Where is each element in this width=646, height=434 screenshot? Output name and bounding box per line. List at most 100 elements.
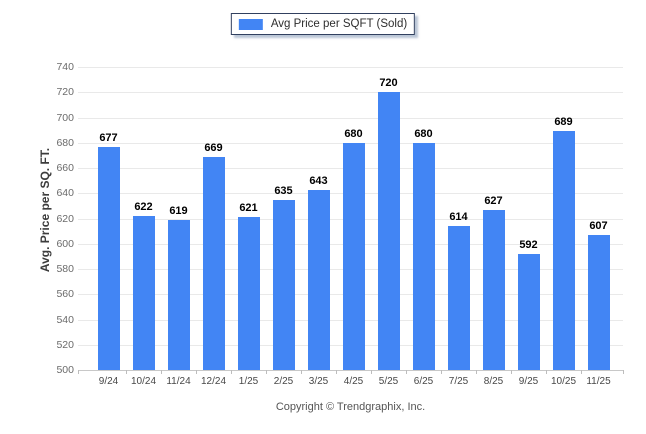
- x-axis-label: 9/24: [98, 376, 119, 387]
- bar: [517, 253, 540, 370]
- bar: [202, 156, 225, 370]
- x-axis-label: 6/25: [413, 376, 434, 387]
- bar-slot: 622: [126, 67, 161, 370]
- bar-slot: 592: [511, 67, 546, 370]
- x-axis-tick: [300, 370, 302, 374]
- bar: [482, 209, 505, 370]
- x-axis-label: 11/24: [166, 376, 191, 387]
- bar-value-label: 680: [344, 127, 363, 140]
- bar-value-label: 607: [589, 219, 608, 232]
- copyright-text: Copyright © Trendgraphix, Inc.: [275, 401, 426, 413]
- y-axis-tick-label: 640: [56, 187, 74, 199]
- bar-value-label: 622: [134, 201, 153, 213]
- bar-slot: 621: [231, 67, 266, 370]
- bar: [412, 142, 435, 370]
- x-axis-tick: [475, 370, 477, 374]
- y-axis-tick-label: 740: [56, 61, 74, 73]
- bar-slot: 635: [266, 67, 301, 370]
- plot-area: 677 622 619 669 621 635 643 680 720 680 614 627 592 6…: [78, 67, 624, 374]
- x-axis-tick: [160, 370, 162, 374]
- bar: [132, 216, 155, 370]
- x-axis-tick: [405, 370, 407, 374]
- x-axis-labels: 9/24 10/24 11/24 12/24 1/25 2/25 3/25 4/25 5/25 6…: [91, 376, 616, 387]
- bar: [342, 142, 365, 370]
- x-axis-label: 9/25: [518, 376, 539, 387]
- x-axis-tick: [125, 370, 127, 374]
- y-axis-tick-label: 580: [56, 263, 74, 275]
- x-axis-tick: [545, 370, 547, 374]
- x-axis-tick: [440, 370, 442, 374]
- bar-value-label: 677: [99, 131, 118, 144]
- x-axis-label: 8/25: [483, 376, 504, 387]
- y-axis-tick-label: 520: [56, 339, 74, 351]
- bar: [307, 189, 330, 370]
- bar: [447, 226, 470, 370]
- legend: Avg Price per SQFT (Sold): [230, 13, 416, 35]
- x-axis-label: 11/25: [586, 376, 611, 387]
- legend-label: Avg Price per SQFT (Sold): [270, 18, 408, 30]
- x-axis-label: 12/24: [200, 376, 227, 387]
- bar-value-label: 720: [379, 77, 398, 90]
- x-axis-tick: [195, 370, 197, 374]
- y-axis-tick-label: 700: [56, 112, 74, 124]
- bar: [97, 146, 120, 370]
- gridline: [78, 92, 623, 93]
- bar-slot: 720: [371, 67, 406, 370]
- bar-slot: 607: [581, 67, 616, 370]
- x-axis-line: [78, 370, 623, 371]
- bar-value-label: 627: [484, 194, 503, 207]
- y-axis-tick-label: 560: [56, 288, 74, 300]
- bar-value-label: 635: [274, 184, 293, 197]
- legend-swatch: [238, 18, 263, 30]
- x-axis-tick: [510, 370, 512, 374]
- bar-value-label: 643: [309, 174, 328, 187]
- x-axis-label: 3/25: [308, 376, 329, 387]
- bar: [167, 219, 190, 370]
- x-axis-tick: [265, 370, 267, 374]
- bars-container: 677 622 619 669 621 635 643 680 720 680 614 627 592 6…: [91, 67, 616, 370]
- x-axis-label: 2/25: [273, 376, 294, 387]
- bar-slot: 677: [91, 67, 126, 370]
- bar-slot: 627: [476, 67, 511, 370]
- x-axis-label: 7/25: [448, 376, 469, 387]
- x-axis-label: 5/25: [378, 376, 399, 387]
- y-axis-tick-label: 720: [56, 86, 74, 98]
- bar-slot: 619: [161, 67, 196, 370]
- bar-value-label: 680: [414, 127, 433, 140]
- bar-value-label: 621: [239, 202, 258, 215]
- bar-value-label: 592: [519, 238, 538, 251]
- gridline: [78, 118, 623, 119]
- bar-slot: 643: [301, 67, 336, 370]
- bar-slot: 680: [406, 67, 441, 370]
- x-axis-label: 1/25: [238, 376, 259, 387]
- x-axis-tick: [580, 370, 582, 374]
- bar: [377, 92, 400, 370]
- y-axis-tick-labels: 500 520 540 560 580 600 620 640 660 680 700 720 740: [28, 61, 74, 376]
- gridline: [78, 67, 623, 68]
- x-axis-tick: [623, 370, 624, 374]
- bar-slot: 680: [336, 67, 371, 370]
- bar: [552, 131, 575, 370]
- y-axis-tick-label: 540: [56, 314, 74, 326]
- y-axis-tick-label: 660: [56, 162, 74, 174]
- bar-value-label: 614: [449, 211, 468, 224]
- bar-value-label: 689: [554, 116, 573, 129]
- x-axis-tick: [230, 370, 232, 374]
- bar-slot: 669: [196, 67, 231, 370]
- y-axis-tick-label: 600: [56, 238, 74, 250]
- bar-slot: 689: [546, 67, 581, 370]
- y-axis-tick-label: 620: [56, 213, 74, 225]
- x-axis-label: 10/24: [130, 376, 157, 387]
- bar-slot: 614: [441, 67, 476, 370]
- x-axis-tick: [335, 370, 337, 374]
- x-axis-tick: [370, 370, 372, 374]
- x-axis-label: 4/25: [343, 376, 364, 387]
- bar: [237, 217, 260, 370]
- x-axis-label: 10/25: [550, 376, 577, 387]
- bar-value-label: 669: [204, 141, 223, 154]
- bar-value-label: 619: [169, 204, 188, 217]
- y-axis-tick-label: 500: [56, 364, 74, 376]
- x-axis-tick: [78, 370, 79, 374]
- y-axis-tick-label: 680: [56, 137, 74, 149]
